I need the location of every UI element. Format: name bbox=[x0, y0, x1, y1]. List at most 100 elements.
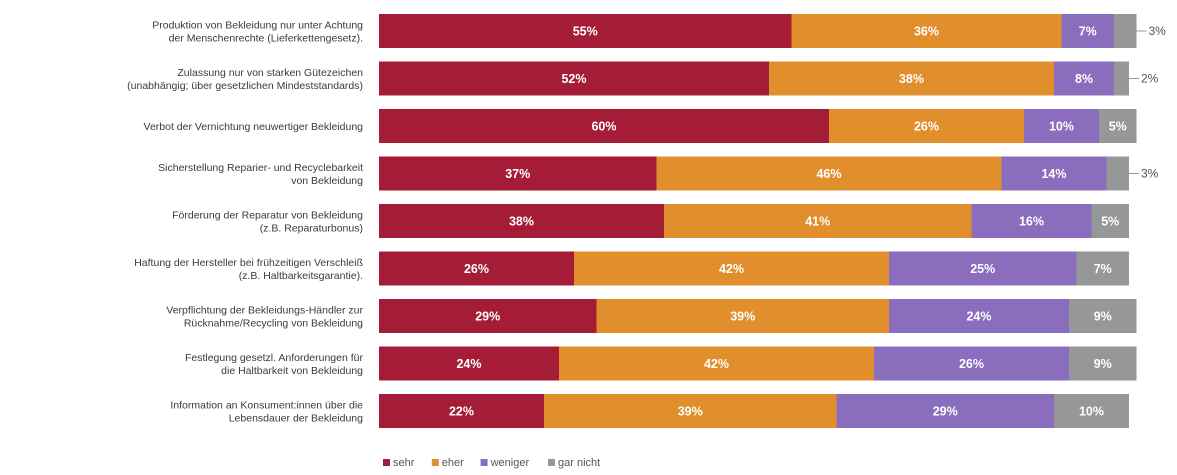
data-label: 39% bbox=[730, 310, 755, 324]
bar-segment-sehr bbox=[379, 251, 574, 286]
data-label: 55% bbox=[573, 25, 598, 39]
category-label: Verpflichtung der Bekleidungs-Händler zu… bbox=[166, 305, 363, 330]
category-label: Zulassung nur von starken Gütezeichen (un… bbox=[127, 67, 363, 92]
bar-segment-weniger bbox=[1054, 61, 1114, 96]
bar-segment-eher bbox=[559, 346, 874, 381]
bar-segment-eher bbox=[791, 14, 1062, 48]
data-label: 16% bbox=[1019, 215, 1044, 229]
category-label-line: Zulassung nur von starken Gütezeichen bbox=[177, 67, 363, 79]
category-label: Verbot der Vernichtung neuwertiger Bekle… bbox=[144, 121, 364, 133]
data-label: 2% bbox=[1141, 72, 1159, 86]
legend-swatch bbox=[480, 459, 488, 466]
data-label: 26% bbox=[959, 357, 984, 371]
legend-swatch bbox=[383, 459, 390, 466]
bar-segment-eher bbox=[829, 109, 1024, 143]
bar-segment-sehr bbox=[379, 14, 792, 48]
bar-segment-gar-nicht bbox=[1069, 346, 1137, 381]
bar-segment-gar-nicht bbox=[1091, 204, 1129, 238]
legend-label: gar nicht bbox=[558, 457, 600, 469]
category-label-line: (z.B. Haltbarkeitsgarantie). bbox=[239, 270, 363, 282]
category-label-line: Verbot der Vernichtung neuwertiger Bekle… bbox=[144, 121, 364, 133]
category-label: Sicherstellung Reparier- und Recyclebark… bbox=[158, 162, 363, 187]
legend-swatch bbox=[548, 459, 555, 466]
category-label: Haftung der Hersteller bei frühzeitigen … bbox=[134, 257, 363, 282]
data-label: 38% bbox=[509, 215, 534, 229]
data-label: 7% bbox=[1079, 25, 1097, 39]
bar-segment-weniger bbox=[1061, 14, 1114, 48]
bar-segment-weniger bbox=[874, 346, 1069, 381]
data-label: 22% bbox=[449, 405, 474, 419]
category-label-line: Festlegung gesetzl. Anforderungen für bbox=[185, 352, 364, 364]
category-label-line: Förderung der Reparatur von Bekleidung bbox=[172, 210, 363, 222]
bar-segment-gar-nicht bbox=[1114, 61, 1129, 96]
bar-segment-gar-nicht bbox=[1114, 14, 1137, 48]
category-label-line: Sicherstellung Reparier- und Recyclebark… bbox=[158, 162, 363, 174]
bar-segment-sehr bbox=[379, 61, 769, 96]
bar-segment-sehr bbox=[379, 156, 657, 191]
legend-label: eher bbox=[442, 457, 464, 469]
data-label: 26% bbox=[464, 262, 489, 276]
data-label: 8% bbox=[1075, 72, 1093, 86]
bar-segment-eher bbox=[769, 61, 1054, 96]
bar-segment-eher bbox=[544, 394, 837, 428]
data-label: 25% bbox=[970, 262, 995, 276]
data-label: 38% bbox=[899, 72, 924, 86]
bar-segment-weniger bbox=[971, 204, 1092, 238]
bar-segment-gar-nicht bbox=[1106, 156, 1129, 191]
bar-segment-weniger bbox=[889, 251, 1077, 286]
bar-segment-weniger bbox=[1024, 109, 1099, 143]
bar-segment-gar-nicht bbox=[1069, 299, 1137, 333]
data-label: 10% bbox=[1079, 405, 1104, 419]
category-label: Festlegung gesetzl. Anforderungen für die… bbox=[185, 352, 364, 377]
data-label: 9% bbox=[1094, 310, 1112, 324]
bar-segment-eher bbox=[574, 251, 889, 286]
category-label: Produktion von Bekleidung nur unter Acht… bbox=[152, 20, 363, 45]
data-label: 5% bbox=[1101, 215, 1119, 229]
category-label-line: Haftung der Hersteller bei frühzeitigen … bbox=[134, 257, 363, 269]
bar-segment-weniger bbox=[1001, 156, 1107, 191]
bar-segment-sehr bbox=[379, 299, 597, 333]
category-label-line: Verpflichtung der Bekleidungs-Händler zu… bbox=[166, 305, 363, 317]
data-label: 3% bbox=[1141, 167, 1159, 181]
category-label-line: Rücknahme/Recycling von Bekleidung bbox=[184, 318, 363, 330]
category-label-line: die Haltbarkeit von Bekleidung bbox=[221, 365, 363, 377]
data-label: 39% bbox=[678, 405, 703, 419]
data-label: 14% bbox=[1041, 167, 1066, 181]
bar-segment-sehr bbox=[379, 109, 829, 143]
category-label-line: (unabhängig; über gesetzlichen Mindestst… bbox=[127, 80, 363, 92]
data-label: 29% bbox=[475, 310, 500, 324]
data-label: 5% bbox=[1109, 120, 1127, 134]
legend-label: sehr bbox=[393, 457, 415, 469]
data-label: 42% bbox=[719, 262, 744, 276]
data-label: 52% bbox=[561, 72, 586, 86]
data-label: 3% bbox=[1149, 24, 1167, 38]
data-label: 24% bbox=[966, 310, 991, 324]
category-label-line: der Menschenrechte (Lieferkettengesetz). bbox=[169, 33, 363, 45]
data-label: 46% bbox=[816, 167, 841, 181]
data-label: 29% bbox=[933, 405, 958, 419]
data-label: 42% bbox=[704, 357, 729, 371]
bar-segment-eher bbox=[664, 204, 972, 238]
bar-segment-sehr bbox=[379, 394, 544, 428]
category-label-line: Information an Konsument:innen über die bbox=[170, 400, 363, 412]
data-label: 37% bbox=[505, 167, 530, 181]
data-label: 7% bbox=[1094, 262, 1112, 276]
category-label: Förderung der Reparatur von Bekleidung (z… bbox=[172, 210, 363, 235]
category-label: Information an Konsument:innen über die L… bbox=[170, 400, 363, 425]
bar-segment-gar-nicht bbox=[1099, 109, 1137, 143]
bar-segment-eher bbox=[656, 156, 1002, 191]
bar-segment-gar-nicht bbox=[1054, 394, 1129, 428]
legend-label: weniger bbox=[490, 457, 530, 469]
data-label: 36% bbox=[914, 25, 939, 39]
category-label-line: von Bekleidung bbox=[291, 175, 363, 187]
category-label-line: Lebensdauer der Bekleidung bbox=[229, 413, 363, 425]
data-label: 10% bbox=[1049, 120, 1074, 134]
data-label: 26% bbox=[914, 120, 939, 134]
bar-segment-weniger bbox=[889, 299, 1069, 333]
legend-swatch bbox=[431, 459, 439, 466]
data-label: 9% bbox=[1094, 357, 1112, 371]
bar-segment-sehr bbox=[379, 346, 559, 381]
bar-segment-weniger bbox=[836, 394, 1054, 428]
